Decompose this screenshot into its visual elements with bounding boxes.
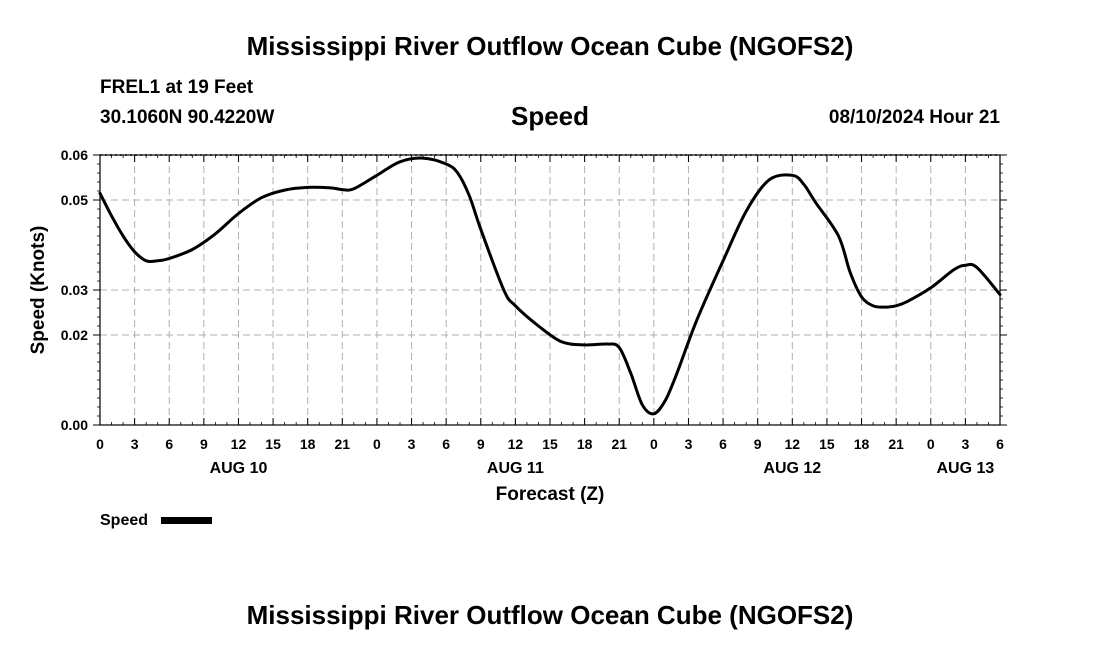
y-axis-title: Speed (Knots) (28, 226, 49, 355)
series-line-speed (98, 156, 1002, 416)
y-tick-label: 0.02 (61, 327, 88, 343)
axis-tick-labels: 0 3 6 9 12 15 18 21 0 3 6 9 12 15 18 21 0 3 6 9 12 15 18 21 0 3 6 0… (61, 147, 1004, 477)
x-tick-label: 18 (577, 436, 593, 452)
x-tick-label: 3 (408, 436, 416, 452)
gridlines (100, 154, 1000, 425)
legend-swatch-speed (161, 517, 212, 524)
x-tick-label: 3 (131, 436, 139, 452)
x-tick-label: 9 (477, 436, 485, 452)
x-tick-label: 18 (854, 436, 870, 452)
coordinates-label: 30.1060N 90.4220W (100, 107, 275, 128)
x-tick-label: 21 (888, 436, 904, 452)
y-tick-label: 0.03 (61, 282, 88, 298)
x-tick-label: 18 (300, 436, 316, 452)
x-tick-label: 12 (785, 436, 801, 452)
x-tick-label: 21 (611, 436, 627, 452)
forecast-datetime: 08/10/2024 Hour 21 (828, 107, 1000, 128)
x-tick-label: 6 (996, 436, 1004, 452)
x-tick-label: 0 (96, 436, 104, 452)
day-label: AUG 11 (487, 460, 544, 477)
x-tick-label: 9 (754, 436, 762, 452)
x-tick-label: 6 (719, 436, 727, 452)
x-tick-label: 3 (685, 436, 693, 452)
y-tick-label: 0.05 (61, 192, 88, 208)
x-tick-label: 21 (335, 436, 351, 452)
y-tick-label: 0.06 (61, 147, 88, 163)
report-title-repeat: Mississippi River Outflow Ocean Cube (NG… (246, 600, 854, 630)
x-axis-title: Forecast (Z) (496, 484, 605, 505)
x-tick-label: 12 (508, 436, 524, 452)
axis-ticks (93, 154, 1007, 426)
station-label: FREL1 at 19 Feet (100, 77, 254, 98)
x-tick-label: 15 (819, 436, 835, 452)
x-tick-label: 6 (165, 436, 173, 452)
x-tick-label: 15 (265, 436, 281, 452)
chart-title: Speed (510, 101, 590, 131)
x-tick-label: 0 (650, 436, 658, 452)
x-tick-label: 15 (542, 436, 558, 452)
x-tick-label: 3 (961, 436, 969, 452)
day-label: AUG 12 (763, 460, 821, 477)
x-tick-label: 0 (927, 436, 935, 452)
legend: Speed (100, 512, 212, 529)
series-layer (98, 156, 1002, 416)
report-title: Mississippi River Outflow Ocean Cube (NG… (246, 31, 854, 61)
x-tick-label: 9 (200, 436, 208, 452)
x-tick-label: 12 (231, 436, 247, 452)
day-label: AUG 13 (936, 460, 994, 477)
y-tick-label: 0.00 (61, 417, 88, 433)
day-label: AUG 10 (210, 460, 268, 477)
x-tick-label: 6 (442, 436, 450, 452)
legend-label-speed: Speed (100, 512, 148, 529)
x-tick-label: 0 (373, 436, 381, 452)
